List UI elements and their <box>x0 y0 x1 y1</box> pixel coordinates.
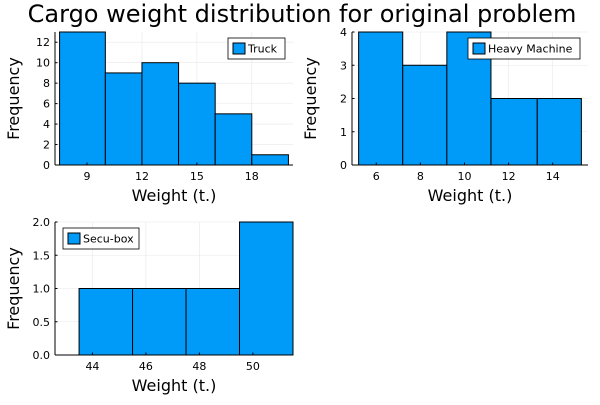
bar-1 <box>78 288 134 356</box>
bar-5 <box>536 98 582 166</box>
x-axis-label: Weight (t.) <box>132 376 217 395</box>
y-tick-label: 1.5 <box>33 249 51 262</box>
y-tick-label: 12 <box>36 36 50 49</box>
legend-label: Heavy Machine <box>488 43 573 56</box>
y-tick-label: 1.0 <box>33 283 51 296</box>
legend-swatch <box>67 232 81 245</box>
y-tick-label: 8 <box>43 77 50 90</box>
y-tick-label: 2 <box>43 139 50 152</box>
y-tick-label: 0 <box>340 159 347 172</box>
x-axis-label: Weight (t.) <box>132 186 217 205</box>
bar-6 <box>251 154 289 166</box>
y-tick-label: 0.0 <box>33 349 51 362</box>
x-tick-label: 12 <box>502 170 516 183</box>
y-tick-label: 0.5 <box>33 316 51 329</box>
legend-label: Truck <box>247 43 278 56</box>
y-axis-label: Frequency <box>4 247 23 330</box>
bar-4 <box>178 82 216 166</box>
bar-3 <box>141 62 180 166</box>
y-axis-label: Frequency <box>301 57 320 140</box>
y-tick-label: 1 <box>340 126 347 139</box>
bar-2 <box>104 72 143 166</box>
x-tick-label: 15 <box>190 170 204 183</box>
y-tick-label: 2 <box>340 93 347 106</box>
bar-4 <box>239 221 294 356</box>
bar-1 <box>59 31 106 166</box>
bar-2 <box>402 64 448 166</box>
x-tick-label: 6 <box>373 170 380 183</box>
legend-box <box>467 37 581 60</box>
y-tick-label: 10 <box>36 57 50 70</box>
y-tick-label: 3 <box>340 59 347 72</box>
x-axis-label: Weight (t.) <box>428 186 513 205</box>
y-tick-label: 4 <box>43 118 50 131</box>
y-axis-label: Frequency <box>4 57 23 140</box>
x-tick-label: 46 <box>139 360 153 373</box>
legend-label: Secu-box <box>83 233 134 246</box>
x-tick-label: 44 <box>85 360 99 373</box>
x-tick-label: 14 <box>546 170 560 183</box>
bar-4 <box>490 98 538 166</box>
x-tick-label: 12 <box>135 170 149 183</box>
subplot-1: 9 12 15 18 0 2 4 6 8 10 12 Weight (t.) Frequency Truc… <box>4 31 293 205</box>
y-tick-label: 0 <box>43 159 50 172</box>
x-tick-label: 8 <box>417 170 424 183</box>
x-tick-label: 48 <box>192 360 206 373</box>
figure-title: Cargo weight distribution for original p… <box>28 0 577 28</box>
bar-5 <box>214 113 253 166</box>
bar-2 <box>132 288 187 356</box>
bar-1 <box>358 31 404 166</box>
x-tick-label: 18 <box>245 170 259 183</box>
legend: Heavy Machine <box>467 37 581 60</box>
legend: Secu-box <box>62 227 140 250</box>
legend-swatch <box>472 42 486 55</box>
x-tick-label: 50 <box>246 360 260 373</box>
y-tick-label: 6 <box>43 98 50 111</box>
x-tick-label: 9 <box>84 170 91 183</box>
legend: Truck <box>227 37 286 60</box>
legend-box <box>62 227 140 250</box>
y-tick-label: 2.0 <box>33 216 51 229</box>
x-tick-label: 10 <box>457 170 471 183</box>
y-tick-label: 4 <box>340 26 347 39</box>
subplot-3: 44 46 48 50 0.0 0.5 1.0 1.5 2.0 Weight (t.) Freque… <box>4 216 294 395</box>
bar-3 <box>185 288 241 356</box>
legend-swatch <box>232 42 246 55</box>
